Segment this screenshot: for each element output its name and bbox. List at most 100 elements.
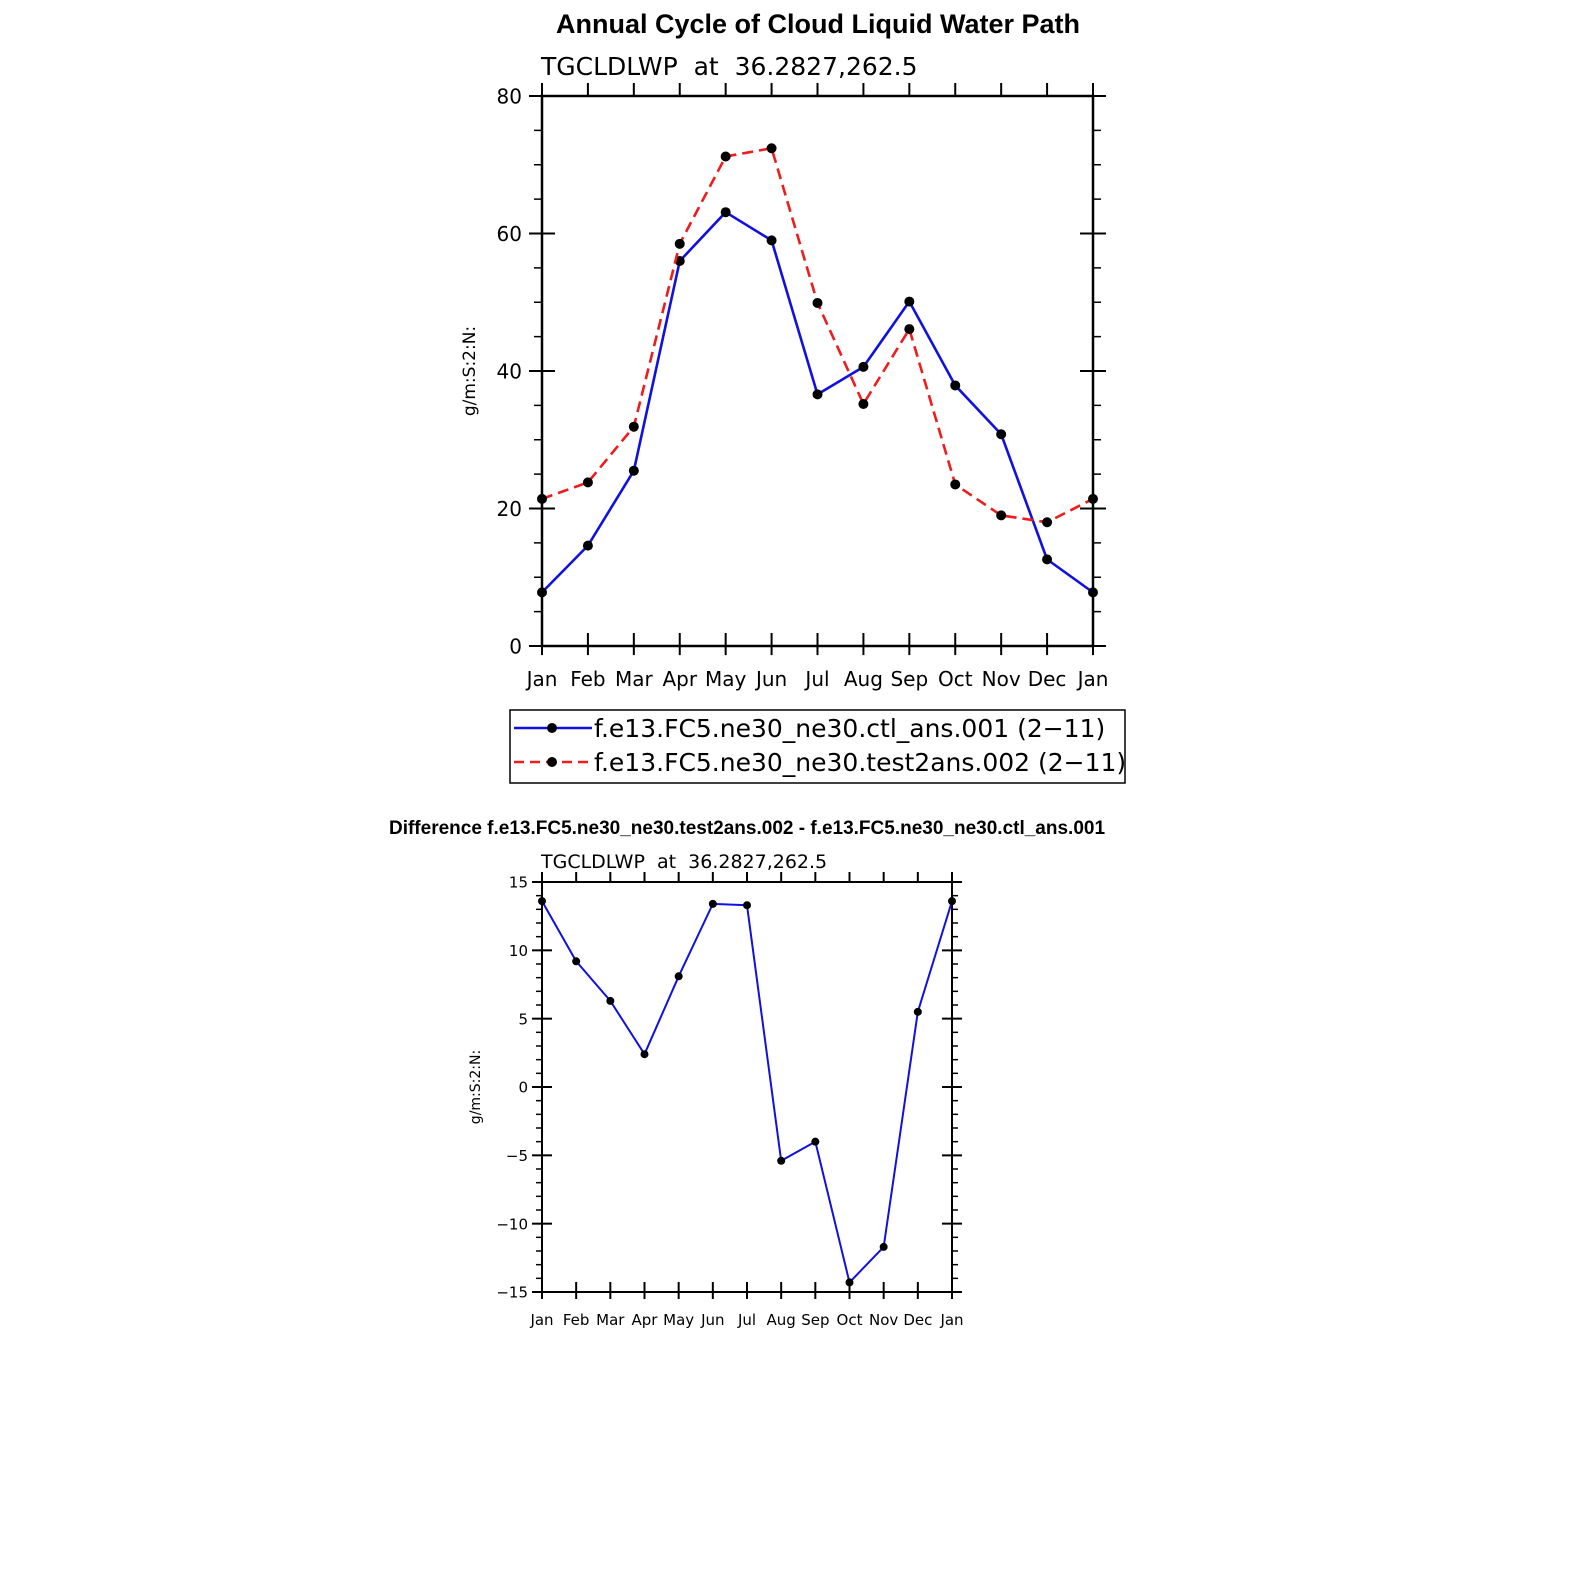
- y-tick-label: 40: [497, 360, 522, 384]
- series-line-0: [541, 900, 953, 1284]
- x-tick-label: Jan: [529, 1311, 553, 1329]
- x-tick-label: Dec: [903, 1311, 932, 1329]
- y-axis-label: g/m:S:2:N:: [460, 326, 480, 416]
- series-line-0: [541, 210, 1094, 594]
- x-tick-label: Aug: [844, 667, 883, 691]
- legend-label-test: f.e13.FC5.ne30_ne30.test2ans.002 (2−11): [594, 748, 1126, 777]
- x-tick-label: Mar: [596, 1311, 625, 1329]
- difference-subtitle: TGCLDLWP at 36.2827,262.5: [540, 851, 827, 873]
- x-tick-label: Feb: [563, 1311, 590, 1329]
- annual-cycle-chart: Annual Cycle of Cloud Liquid Water Path …: [460, 9, 1126, 784]
- x-tick-label: Nov: [982, 667, 1021, 691]
- y-tick-label: −15: [496, 1284, 528, 1302]
- series-line-1: [541, 146, 1094, 524]
- data-point: [950, 479, 961, 490]
- y-tick-label: −10: [496, 1215, 528, 1233]
- x-tick-label: Jul: [737, 1311, 756, 1329]
- data-point: [1042, 517, 1053, 528]
- data-point: [913, 1007, 922, 1016]
- data-point: [996, 510, 1007, 521]
- data-point: [950, 380, 961, 391]
- x-tick-label: Feb: [570, 667, 605, 691]
- data-point: [743, 901, 751, 910]
- chart-subtitle: TGCLDLWP at 36.2827,262.5: [540, 52, 918, 81]
- x-tick-label: Jun: [700, 1311, 724, 1329]
- data-point: [904, 324, 915, 335]
- x-tick-label: Sep: [801, 1311, 829, 1329]
- x-tick-label: May: [705, 667, 747, 691]
- x-tick-label: Jan: [939, 1311, 963, 1329]
- x-tick-label: Mar: [615, 667, 654, 691]
- x-tick-label: Apr: [632, 1311, 659, 1329]
- y-tick-labels-diff: −15 −10 −5 0 5 10 15: [496, 874, 528, 1302]
- x-tick-labels-diff: Jan Feb Mar Apr May Jun Jul Aug Sep Oct Nov Dec Jan: [529, 1311, 963, 1329]
- data-point: [766, 235, 777, 246]
- data-point: [582, 477, 593, 488]
- y-tick-label: 15: [509, 874, 528, 892]
- data-point: [811, 1137, 820, 1146]
- x-tick-label: Jun: [754, 667, 787, 691]
- legend-item-ctl: f.e13.FC5.ne30_ne30.ctl_ans.001 (2−11): [514, 714, 1105, 743]
- y-tick-label: 0: [509, 635, 522, 659]
- axis-ticks-diff: [532, 872, 962, 1299]
- data-point: [879, 1242, 888, 1251]
- y-tick-label: 0: [518, 1079, 528, 1097]
- x-tick-label: Sep: [890, 667, 928, 691]
- data-point: [674, 238, 685, 249]
- data-point: [720, 207, 731, 218]
- data-point: [674, 972, 683, 981]
- plot-frame: [540, 94, 1095, 648]
- data-point: [606, 996, 615, 1005]
- data-point: [537, 493, 547, 504]
- difference-title: Difference f.e13.FC5.ne30_ne30.test2ans.…: [389, 818, 1105, 839]
- series-lines: [537, 143, 1098, 598]
- y-tick-label: 5: [518, 1010, 528, 1028]
- legend-label-ctl: f.e13.FC5.ne30_ne30.ctl_ans.001 (2−11): [594, 714, 1105, 743]
- data-point: [628, 465, 639, 476]
- data-point: [1042, 554, 1053, 565]
- x-tick-label: Apr: [662, 667, 697, 691]
- data-point: [1088, 493, 1098, 504]
- data-point: [766, 143, 777, 154]
- y-tick-labels: 0 20 40 60 80: [497, 85, 522, 659]
- data-point: [812, 297, 823, 308]
- data-point: [628, 421, 639, 432]
- plot-frame-diff: [541, 881, 953, 1293]
- legend-item-test: f.e13.FC5.ne30_ne30.test2ans.002 (2−11): [514, 748, 1126, 777]
- x-tick-label: Jul: [803, 667, 829, 691]
- series-lines-diff: [538, 897, 956, 1287]
- x-tick-labels: Jan Feb Mar Apr May Jun Jul Aug Sep Oct Nov Dec Jan: [525, 667, 1109, 691]
- data-point: [812, 389, 823, 400]
- chart-title: Annual Cycle of Cloud Liquid Water Path: [556, 9, 1080, 39]
- data-point: [858, 399, 869, 409]
- x-tick-label: Nov: [869, 1311, 898, 1329]
- data-point: [708, 899, 717, 908]
- axis-ticks: [529, 83, 1106, 656]
- data-point: [538, 897, 546, 906]
- x-tick-label: May: [663, 1311, 694, 1329]
- x-tick-label: Oct: [938, 667, 973, 691]
- difference-chart: Difference f.e13.FC5.ne30_ne30.test2ans.…: [389, 818, 1105, 1329]
- data-point: [996, 429, 1007, 440]
- data-point: [582, 540, 593, 551]
- data-point: [720, 151, 731, 162]
- legend-marker-test: [547, 757, 557, 767]
- legend-box: [509, 709, 1126, 784]
- data-point: [1088, 587, 1098, 598]
- x-tick-label: Jan: [1076, 667, 1109, 691]
- x-tick-label: Aug: [767, 1311, 796, 1329]
- data-point: [572, 957, 581, 966]
- x-tick-label: Jan: [525, 667, 558, 691]
- data-point: [858, 361, 869, 372]
- y-tick-label: 10: [509, 942, 528, 960]
- legend: f.e13.FC5.ne30_ne30.ctl_ans.001 (2−11) f…: [509, 709, 1126, 784]
- y-tick-label: 60: [497, 222, 522, 246]
- y-tick-label: −5: [506, 1147, 528, 1165]
- data-point: [777, 1156, 786, 1165]
- data-point: [904, 296, 915, 307]
- data-point: [640, 1050, 649, 1059]
- x-tick-label: Dec: [1028, 667, 1067, 691]
- y-tick-label: 80: [497, 85, 522, 109]
- x-tick-label: Oct: [837, 1311, 863, 1329]
